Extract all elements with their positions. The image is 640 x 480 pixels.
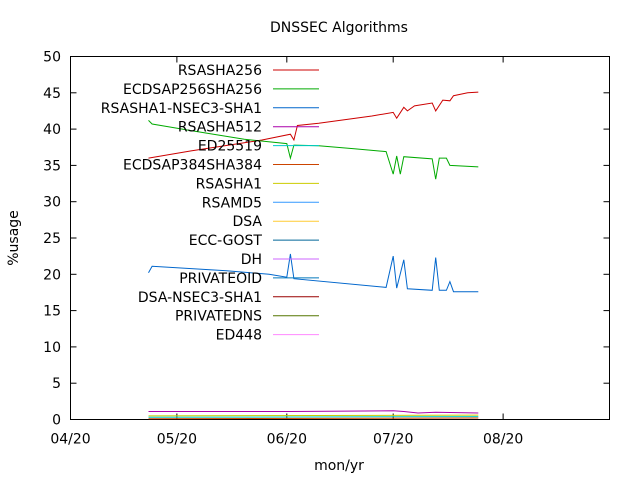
y-tick-label: 20 <box>43 267 61 283</box>
x-axis-label: mon/yr <box>314 458 364 474</box>
series-line <box>148 253 479 293</box>
x-tick-label: 08/20 <box>483 432 523 448</box>
y-tick-label: 40 <box>43 122 61 138</box>
series-line <box>148 410 479 414</box>
legend-label: RSASHA512 <box>178 120 262 136</box>
legend: RSASHA256 ECDSAP256SHA256 RSASHA1-NSEC3-SH… <box>101 63 319 344</box>
y-axis-label: %usage <box>6 210 22 266</box>
x-tick-label: 07/20 <box>373 432 413 448</box>
series-line <box>148 91 479 159</box>
x-tick-label: 05/20 <box>157 432 197 448</box>
y-tick-label: 0 <box>52 413 61 429</box>
x-tick-label: 04/20 <box>50 432 90 448</box>
y-tick-label: 35 <box>43 158 61 174</box>
legend-label: ECDSAP256SHA256 <box>123 82 262 98</box>
series-line <box>148 417 479 420</box>
legend-label: ED448 <box>216 328 262 344</box>
legend-label: DSA <box>232 214 262 230</box>
legend-label: DSA-NSEC3-SHA1 <box>138 290 262 306</box>
legend-label: ECC-GOST <box>189 233 263 249</box>
series-lines <box>148 91 479 420</box>
legend-label: RSASHA1 <box>196 176 262 192</box>
series-line <box>148 416 479 418</box>
y-tick-label: 5 <box>52 376 61 392</box>
series-line <box>148 120 479 180</box>
legend-label: ED25519 <box>198 139 262 155</box>
legend-label: RSASHA256 <box>178 63 262 79</box>
x-tick-label: 06/20 <box>267 432 307 448</box>
legend-label: RSAMD5 <box>202 195 262 211</box>
series-line <box>148 414 479 417</box>
y-tick-label: 30 <box>43 195 61 211</box>
y-tick-label: 25 <box>43 231 61 247</box>
y-tick-label: 45 <box>43 86 61 102</box>
y-tick-label: 10 <box>43 340 61 356</box>
legend-label: RSASHA1-NSEC3-SHA1 <box>101 101 262 117</box>
legend-label: PRIVATEOID <box>179 271 262 287</box>
legend-label: PRIVATEDNS <box>175 309 262 325</box>
y-tick-label: 50 <box>43 50 61 66</box>
y-tick-label: 15 <box>43 304 61 320</box>
y-axis: 0 5 10 15 20 25 30 35 40 45 50 <box>43 50 610 429</box>
legend-label: ECDSAP384SHA384 <box>123 158 262 174</box>
chart-title: DNSSEC Algorithms <box>270 20 408 36</box>
legend-label: DH <box>241 252 262 268</box>
x-axis: 04/20 05/20 06/20 07/20 08/20 <box>50 56 523 448</box>
